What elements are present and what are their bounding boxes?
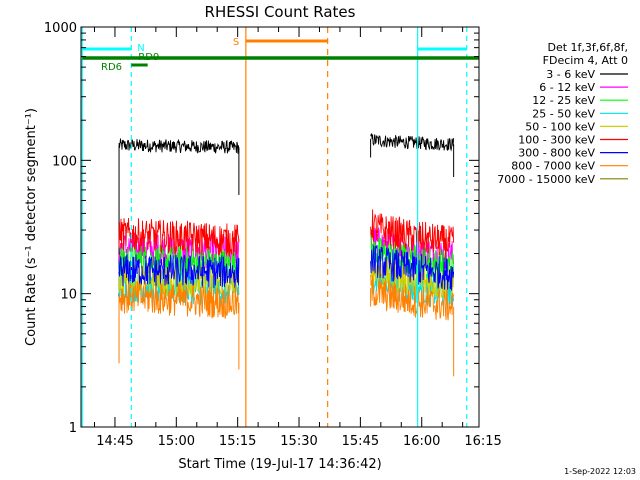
x-tick-label-4: 15:45	[342, 434, 379, 449]
legend-header-line-1: Det 1f,3f,6f,8f,	[547, 41, 628, 54]
x-tick-label-2: 15:15	[219, 434, 256, 449]
series-line-7-segment-0	[118, 281, 240, 319]
series-line-0-segment-1	[370, 133, 455, 152]
series-line-5-segment-1	[370, 209, 455, 259]
y-tick-label-2: 100	[52, 154, 77, 169]
chart-title: RHESSI Count Rates	[205, 3, 356, 21]
legend-label-1: 6 - 12 keV	[539, 81, 595, 94]
legend-header-line-2: FDecim 4, Att 0	[543, 54, 628, 67]
legend-label-6: 300 - 800 keV	[518, 147, 595, 160]
y-tick-label-1: 10	[60, 288, 77, 303]
legend-label-0: 3 - 6 keV	[546, 68, 595, 81]
legend-label-2: 12 - 25 keV	[532, 94, 595, 107]
series-line-6-segment-1	[370, 244, 455, 291]
x-tick-label-5: 16:00	[403, 434, 440, 449]
annotation-layer: N S RD6 RD9	[81, 27, 479, 427]
legend-label-4: 50 - 100 keV	[525, 120, 595, 133]
y-axis-label: Count Rate (s⁻¹ detector segment⁻¹)	[24, 108, 39, 346]
legend: Det 1f,3f,6f,8f, FDecim 4, Att 0 3 - 6 k…	[497, 41, 628, 186]
data-layer	[118, 133, 455, 377]
series-line-7-segment-1	[370, 274, 455, 321]
series-line-6-segment-0	[118, 254, 240, 289]
night-label: N	[137, 43, 144, 54]
saa-label: S	[233, 37, 239, 48]
rd6-label: RD6	[101, 62, 122, 73]
series-line-5-segment-0	[118, 217, 240, 257]
series-line-0-segment-0	[118, 138, 240, 154]
x-tick-label-6: 16:15	[464, 434, 501, 449]
rd9-label: RD9	[138, 52, 159, 63]
y-tick-label-0: 1	[69, 421, 77, 436]
axis-layer: 14:45 15:00 15:15 15:30 15:45 16:00 16:15 1 10 10…	[44, 21, 502, 449]
legend-label-5: 100 - 300 keV	[518, 134, 595, 147]
footer-timestamp: 1-Sep-2022 12:03	[564, 467, 636, 476]
x-tick-label-1: 15:00	[158, 434, 195, 449]
x-axis-label: Start Time (19-Jul-17 14:36:42)	[178, 457, 381, 472]
x-tick-label-3: 15:30	[280, 434, 317, 449]
legend-label-7: 800 - 7000 keV	[511, 160, 595, 173]
y-tick-label-3: 1000	[44, 21, 77, 36]
x-tick-label-0: 14:45	[96, 434, 133, 449]
legend-label-8: 7000 - 15000 keV	[497, 173, 595, 186]
legend-label-3: 25 - 50 keV	[532, 107, 595, 120]
plot-frame	[80, 26, 480, 428]
